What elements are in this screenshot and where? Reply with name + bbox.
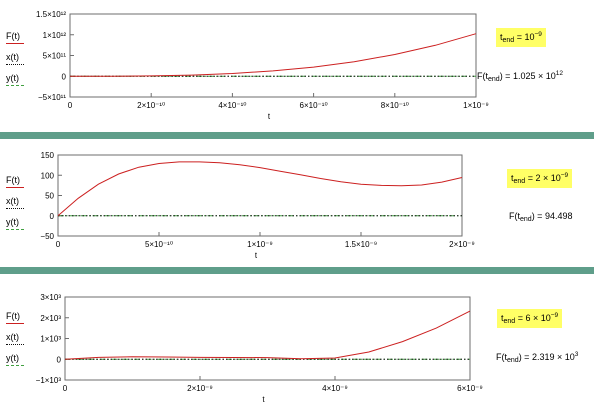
x-axis-label: t bbox=[262, 395, 265, 404]
x-tick-label: 1×10⁻⁹ bbox=[463, 101, 489, 110]
result-value: ) = 2.319 × 10 bbox=[518, 352, 575, 362]
legend-label-f: F(t) bbox=[6, 175, 20, 185]
legend-3: F(t) x(t) y(t) bbox=[6, 311, 24, 374]
t-end-exp: −9 bbox=[534, 31, 542, 38]
x-tick-label: 5×10⁻¹⁰ bbox=[145, 240, 173, 249]
y-tick-label: 100 bbox=[41, 171, 55, 180]
plot-frame bbox=[69, 13, 477, 98]
x-tick-label: 4×10⁻⁹ bbox=[322, 384, 348, 393]
legend-key-f bbox=[6, 323, 24, 324]
legend-key-f bbox=[6, 43, 24, 44]
y-tick-label: 1×10³ bbox=[40, 335, 61, 344]
legend-key-f bbox=[6, 187, 24, 188]
legend-key-x bbox=[6, 208, 24, 209]
f-result-2: F(tend) = 94.498 bbox=[509, 211, 572, 223]
y-tick-label: 0 bbox=[57, 355, 62, 364]
x-tick-label: 0 bbox=[68, 101, 73, 110]
f-result-3: F(tend) = 2.319 × 103 bbox=[496, 351, 578, 364]
y-tick-label: 5×10¹¹ bbox=[43, 52, 67, 61]
t-end-value: 6 × 10 bbox=[525, 313, 551, 323]
t-end-label: t bbox=[501, 313, 504, 323]
legend-label-x: x(t) bbox=[6, 196, 19, 206]
legend-label-f: F(t) bbox=[6, 31, 20, 41]
y-tick-label: 1×10¹² bbox=[43, 31, 67, 40]
result-sub: end bbox=[520, 216, 532, 223]
x-axis-label: t bbox=[255, 251, 258, 260]
t-end-box-2: tend = 2 × 10−9 bbox=[507, 169, 573, 188]
legend-key-y bbox=[6, 365, 24, 366]
x-tick-label: 6×10⁻¹⁰ bbox=[300, 101, 328, 110]
x-tick-label: 4×10⁻¹⁰ bbox=[218, 101, 246, 110]
x-tick-label: 2×10⁻⁹ bbox=[187, 384, 213, 393]
y-tick-label: 50 bbox=[45, 192, 54, 201]
result-exp: 12 bbox=[555, 70, 563, 77]
legend-1: F(t) x(t) y(t) bbox=[6, 31, 24, 94]
x-tick-label: 0 bbox=[56, 240, 61, 249]
series-line-ft bbox=[64, 310, 471, 360]
separator-2 bbox=[0, 267, 594, 274]
legend-2: F(t) x(t) y(t) bbox=[6, 175, 24, 238]
x-tick-label: 1×10⁻⁹ bbox=[247, 240, 273, 249]
t-end-sub: end bbox=[503, 318, 516, 325]
legend-label-y: y(t) bbox=[6, 217, 19, 227]
t-end-sub: end bbox=[502, 37, 515, 44]
result-exp: 3 bbox=[574, 351, 579, 358]
t-end-value: 10 bbox=[524, 32, 535, 42]
f-result-1: F(tend) = 1.025 × 1012 bbox=[477, 70, 563, 83]
t-end-sub: end bbox=[513, 178, 526, 185]
t-end-exp: −9 bbox=[560, 172, 569, 179]
result-sub: end bbox=[488, 76, 500, 83]
x-tick-label: 2×10⁻⁹ bbox=[449, 240, 475, 249]
t-end-box-3: tend = 6 × 10−9 bbox=[497, 309, 563, 328]
plot-panel-2: 150 100 50 0 −50 0 5×10⁻¹⁰ 1×10⁻⁹ 1.5×10⁻⁹ 2×10⁻⁹… bbox=[0, 139, 594, 267]
y-tick-label: 0 bbox=[62, 72, 67, 81]
legend-label-f: F(t) bbox=[6, 311, 20, 321]
result-prefix: F(t bbox=[477, 71, 488, 81]
x-tick-label: 2×10⁻¹⁰ bbox=[137, 101, 165, 110]
t-end-label: t bbox=[511, 173, 514, 183]
x-tick-label: 0 bbox=[63, 384, 68, 393]
series-line-ft bbox=[69, 33, 477, 77]
plot-panel-1: 1.5×10¹² 1×10¹² 5×10¹¹ 0 −5×10¹¹ 0 2×10⁻¹⁰ 4×10… bbox=[0, 0, 594, 128]
result-value: ) = 94.498 bbox=[531, 211, 573, 221]
x-tick-label: 8×10⁻¹⁰ bbox=[381, 101, 409, 110]
y-tick-label: −1×10³ bbox=[36, 376, 62, 385]
y-tick-label: 0 bbox=[50, 212, 55, 221]
t-end-label: t bbox=[500, 32, 503, 42]
legend-key-x bbox=[6, 344, 24, 345]
t-end-value: 2 × 10 bbox=[535, 173, 561, 183]
result-value: ) = 1.025 × 10 bbox=[499, 71, 556, 81]
legend-label-y: y(t) bbox=[6, 73, 19, 83]
series-line-ft bbox=[57, 161, 463, 217]
t-end-exp: −9 bbox=[550, 312, 559, 319]
x-tick-label: 1.5×10⁻⁹ bbox=[345, 240, 377, 249]
y-tick-label: −5×10¹¹ bbox=[38, 93, 66, 102]
y-tick-label: 3×10³ bbox=[40, 293, 61, 302]
legend-label-x: x(t) bbox=[6, 52, 19, 62]
x-axis-label: t bbox=[268, 112, 271, 121]
separator-1 bbox=[0, 132, 594, 139]
y-tick-label: −50 bbox=[40, 232, 54, 241]
y-tick-label: 1.5×10¹² bbox=[36, 10, 66, 19]
legend-key-y bbox=[6, 85, 24, 86]
legend-label-y: y(t) bbox=[6, 353, 19, 363]
legend-label-x: x(t) bbox=[6, 332, 19, 342]
plot-panel-3: 3×10³ 2×10³ 1×10³ 0 −1×10³ 0 2×10⁻⁹ 4×10⁻⁹ 6×10⁻… bbox=[0, 274, 594, 411]
legend-key-y bbox=[6, 229, 24, 230]
result-prefix: F(t bbox=[496, 352, 507, 362]
y-tick-label: 150 bbox=[41, 151, 55, 160]
t-end-box-1: tend = 10−9 bbox=[496, 28, 546, 47]
x-tick-label: 6×10⁻⁹ bbox=[457, 384, 483, 393]
legend-key-x bbox=[6, 64, 24, 65]
result-prefix: F(t bbox=[509, 211, 520, 221]
y-tick-label: 2×10³ bbox=[40, 314, 61, 323]
result-sub: end bbox=[507, 357, 519, 364]
